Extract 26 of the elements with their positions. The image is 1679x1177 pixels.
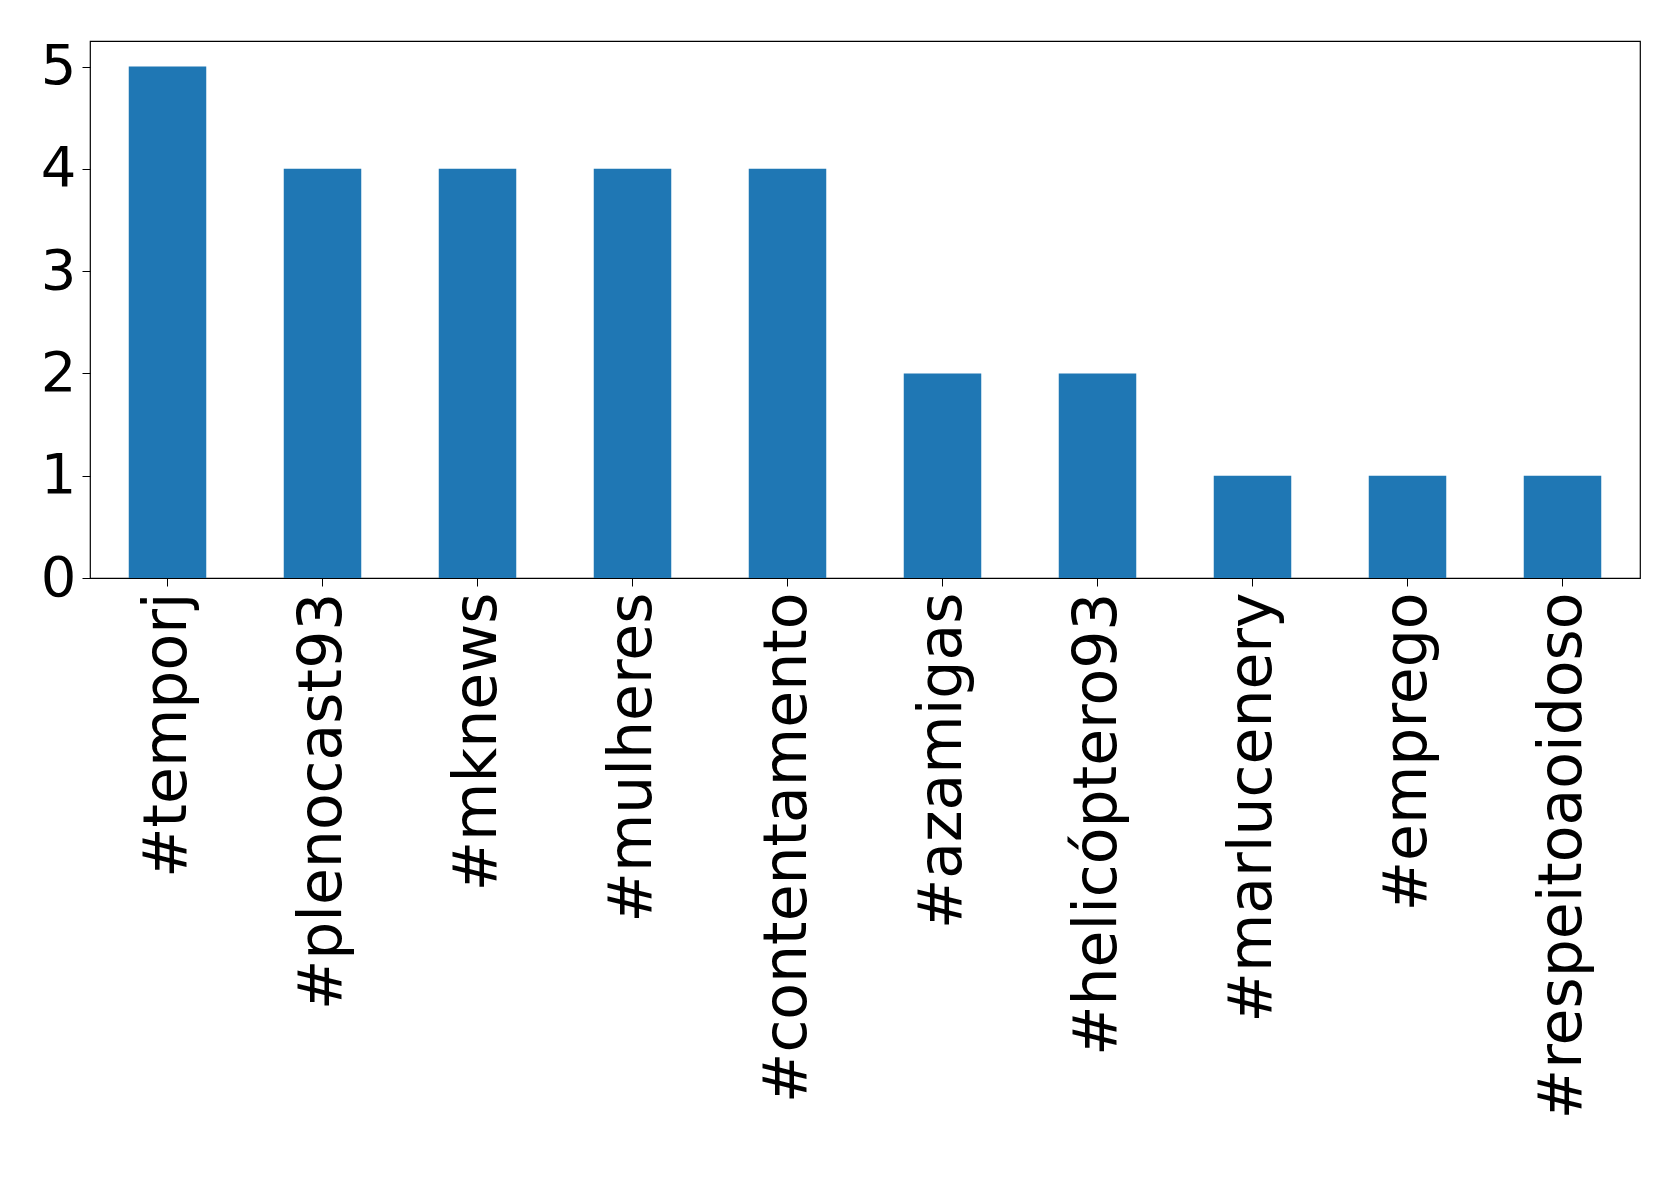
y-tick-label: 1: [40, 441, 77, 507]
x-tick-label: #marlucenery: [1214, 592, 1285, 1023]
bar: [1213, 475, 1292, 578]
bar: [1368, 475, 1447, 578]
bar: [593, 168, 672, 578]
y-tick-label: 4: [40, 134, 77, 200]
x-tick-label: #emprego: [1369, 592, 1440, 912]
x-tick-label: #helicóptero93: [1059, 592, 1130, 1056]
x-tick-label: #azamigas: [904, 592, 975, 930]
x-tick-label: #mulheres: [594, 592, 665, 923]
x-tick-label: #contentamento: [749, 592, 820, 1103]
bar: [128, 66, 207, 578]
bar: [1058, 373, 1137, 578]
x-tick-label: #plenocast93: [284, 592, 355, 1011]
bar: [1523, 475, 1602, 578]
x-tick-label: #mknews: [439, 592, 510, 892]
bar: [903, 373, 982, 578]
x-tick-label: #respeitoaoidoso: [1524, 592, 1595, 1120]
y-tick-label: 5: [40, 32, 77, 98]
bar: [283, 168, 362, 578]
y-tick-label: 0: [40, 543, 77, 609]
y-tick-label: 3: [40, 236, 77, 302]
bar: [438, 168, 517, 578]
bar: [748, 168, 827, 578]
y-tick-label: 2: [40, 338, 77, 404]
x-tick-label: #temporj: [129, 592, 200, 878]
